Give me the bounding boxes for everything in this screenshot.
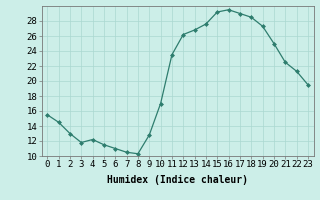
X-axis label: Humidex (Indice chaleur): Humidex (Indice chaleur) [107, 175, 248, 185]
